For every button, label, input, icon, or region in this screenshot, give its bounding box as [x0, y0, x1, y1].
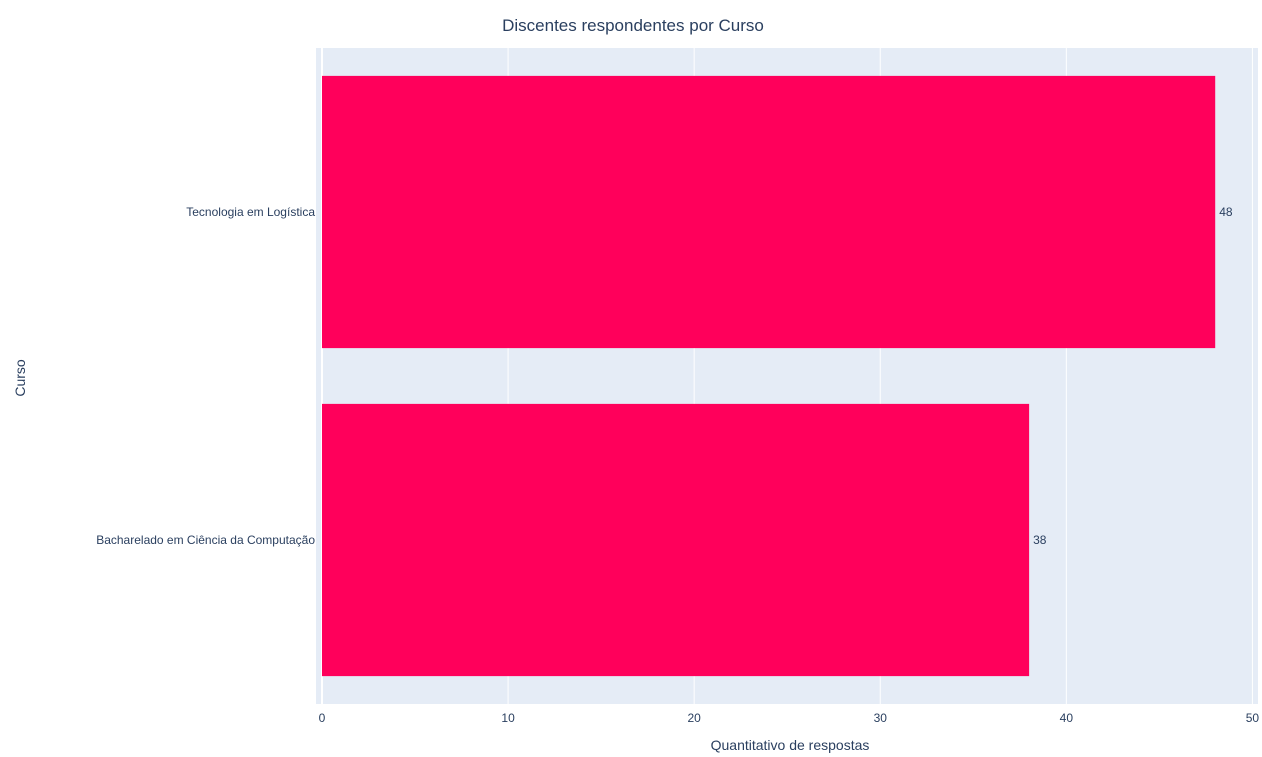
bar: [322, 75, 1216, 349]
y-tick-label: Tecnologia em Logística: [186, 205, 315, 219]
y-tick-label: Bacharelado em Ciência da Computação: [96, 533, 315, 547]
chart-title: Discentes respondentes por Curso: [502, 16, 764, 35]
x-axis-tick-labels: 0 10 20 30 40 50: [319, 711, 1260, 725]
bar-value-label: 38: [1033, 533, 1047, 547]
y-axis-tick-labels: Tecnologia em Logística Bacharelado em Ci…: [96, 205, 315, 547]
bar: [322, 403, 1030, 677]
x-axis-title: Quantitativo de respostas: [711, 737, 870, 753]
bars: 48 38: [322, 75, 1233, 677]
x-tick-label: 10: [501, 711, 515, 725]
y-axis-title: Curso: [12, 359, 28, 397]
x-tick-label: 40: [1060, 711, 1074, 725]
x-tick-label: 0: [319, 711, 326, 725]
x-tick-label: 20: [687, 711, 701, 725]
x-tick-label: 50: [1246, 711, 1260, 725]
x-tick-label: 30: [874, 711, 888, 725]
bar-value-label: 48: [1219, 205, 1233, 219]
